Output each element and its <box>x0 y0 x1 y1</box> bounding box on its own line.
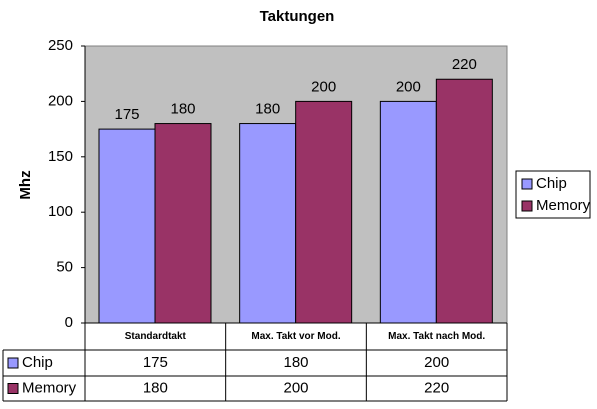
data-label: 180 <box>170 101 195 118</box>
chart-title: Taktungen <box>260 8 335 25</box>
table-row-label: Chip <box>22 354 53 371</box>
y-tick-label: 200 <box>48 92 73 109</box>
data-label: 175 <box>114 106 139 123</box>
y-tick-label: 0 <box>65 314 73 331</box>
y-tick-label: 150 <box>48 148 73 165</box>
bar <box>239 123 297 324</box>
table-cell: 200 <box>424 354 449 371</box>
x-tick-label: Max. Takt nach Mod. <box>388 331 485 342</box>
legend-label: Memory <box>536 197 591 214</box>
legend-label: Chip <box>536 175 567 192</box>
data-label: 220 <box>452 56 477 73</box>
x-tick-label: Standardtakt <box>125 331 187 342</box>
y-tick-label: 250 <box>48 37 73 54</box>
table-legend-key <box>7 383 19 394</box>
data-label: 200 <box>311 78 336 95</box>
y-tick-label: 50 <box>56 259 73 276</box>
table-cell: 175 <box>143 354 168 371</box>
bar <box>98 128 156 324</box>
table-legend-key <box>7 357 19 369</box>
bar <box>435 78 493 324</box>
bar <box>154 123 212 324</box>
table-cell: 200 <box>283 379 308 396</box>
legend-key <box>521 178 533 190</box>
table-cell: 220 <box>424 379 449 396</box>
table-cell: 180 <box>143 379 168 396</box>
y-tick-label: 100 <box>48 203 73 220</box>
data-label: 200 <box>396 78 421 95</box>
bar <box>379 100 437 324</box>
table-cell: 180 <box>283 354 308 371</box>
legend-key <box>521 200 533 212</box>
y-axis-label: Mhz <box>17 170 34 199</box>
data-label: 180 <box>255 101 280 118</box>
table-row-label: Memory <box>22 379 77 396</box>
x-tick-label: Max. Takt vor Mod. <box>251 331 340 342</box>
bar <box>295 100 353 324</box>
